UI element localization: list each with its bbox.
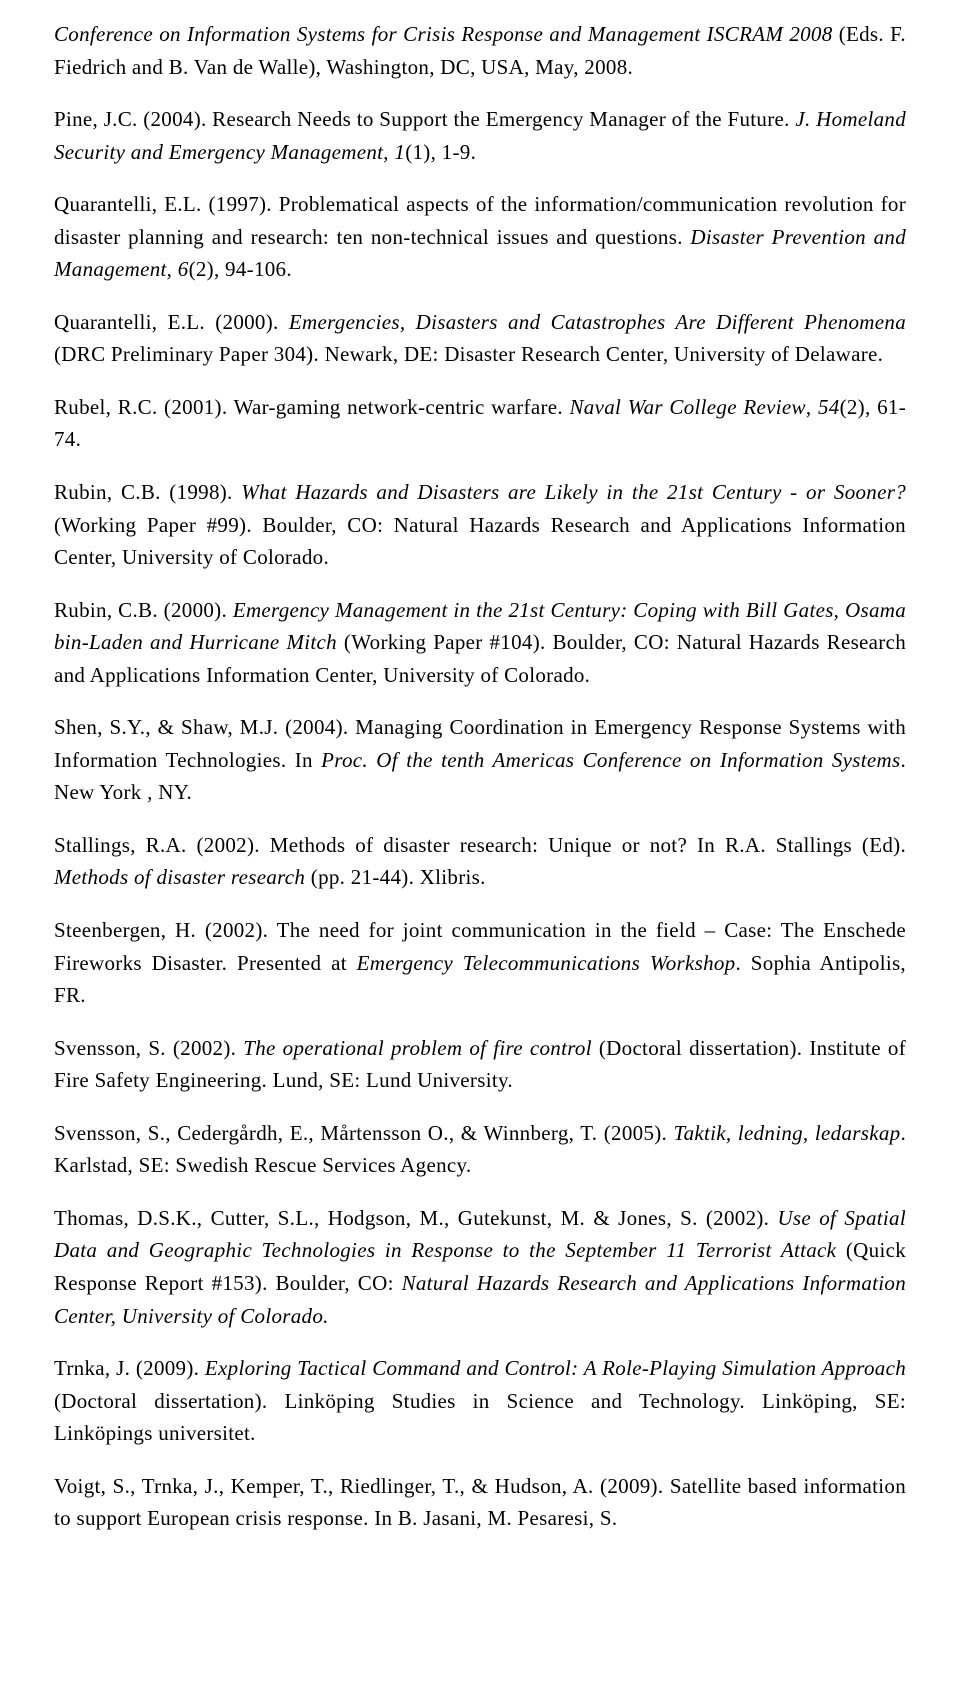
work-title: Emergencies, Disasters and Catastrophes …: [289, 310, 906, 334]
reference-entry: Quarantelli, E.L. (1997). Problematical …: [54, 188, 906, 286]
journal-title: Naval War College Review: [570, 395, 806, 419]
volume: 54: [818, 395, 840, 419]
ref-text: (pp. 21-44). Xlibris.: [305, 865, 485, 889]
reference-entry: Thomas, D.S.K., Cutter, S.L., Hodgson, M…: [54, 1202, 906, 1332]
ref-text: Pine, J.C. (2004). Research Needs to Sup…: [54, 107, 795, 131]
reference-entry: Voigt, S., Trnka, J., Kemper, T., Riedli…: [54, 1470, 906, 1535]
reference-entry: Quarantelli, E.L. (2000). Emergencies, D…: [54, 306, 906, 371]
ref-text: Svensson, S., Cedergårdh, E., Mårtensson…: [54, 1121, 674, 1145]
conference-title: Emergency Telecommunications Workshop: [357, 951, 736, 975]
reference-entry: Pine, J.C. (2004). Research Needs to Sup…: [54, 103, 906, 168]
ref-text: (Working Paper #99). Boulder, CO: Natura…: [54, 513, 906, 570]
ref-text: ,: [167, 257, 178, 281]
reference-entry: Rubin, C.B. (2000). Emergency Management…: [54, 594, 906, 692]
reference-entry: Svensson, S. (2002). The operational pro…: [54, 1032, 906, 1097]
ref-text: ,: [383, 140, 394, 164]
ref-text: Rubel, R.C. (2001). War-gaming network-c…: [54, 395, 570, 419]
reference-entry: Svensson, S., Cedergårdh, E., Mårtensson…: [54, 1117, 906, 1182]
ref-text: Thomas, D.S.K., Cutter, S.L., Hodgson, M…: [54, 1206, 777, 1230]
ref-text: Rubin, C.B. (1998).: [54, 480, 241, 504]
ref-text: Voigt, S., Trnka, J., Kemper, T., Riedli…: [54, 1474, 906, 1531]
work-title: What Hazards and Disasters are Likely in…: [241, 480, 906, 504]
ref-text: (1), 1-9.: [405, 140, 476, 164]
ref-text: (Doctoral dissertation). Linköping Studi…: [54, 1389, 906, 1446]
reference-entry: Rubel, R.C. (2001). War-gaming network-c…: [54, 391, 906, 456]
ref-text: (2), 94-106.: [189, 257, 292, 281]
reference-entry: Trnka, J. (2009). Exploring Tactical Com…: [54, 1352, 906, 1450]
reference-entry: Stallings, R.A. (2002). Methods of disas…: [54, 829, 906, 894]
ref-text: ,: [806, 395, 818, 419]
work-title: Exploring Tactical Command and Control: …: [205, 1356, 906, 1380]
ref-text: Quarantelli, E.L. (2000).: [54, 310, 289, 334]
reference-entry: Rubin, C.B. (1998). What Hazards and Dis…: [54, 476, 906, 574]
volume: 1: [394, 140, 405, 164]
reference-entry: Conference on Information Systems for Cr…: [54, 18, 906, 83]
volume: 6: [178, 257, 189, 281]
book-title: Taktik, ledning, ledarskap: [674, 1121, 901, 1145]
ref-text: Rubin, C.B. (2000).: [54, 598, 233, 622]
reference-entry: Shen, S.Y., & Shaw, M.J. (2004). Managin…: [54, 711, 906, 809]
ref-text: Stallings, R.A. (2002). Methods of disas…: [54, 833, 906, 857]
book-title: Methods of disaster research: [54, 865, 305, 889]
ref-text: Trnka, J. (2009).: [54, 1356, 205, 1380]
journal-title: Conference on Information Systems for Cr…: [54, 22, 833, 46]
reference-entry: Steenbergen, H. (2002). The need for joi…: [54, 914, 906, 1012]
proceedings-title: Proc. Of the tenth Americas Conference o…: [321, 748, 900, 772]
ref-text: Svensson, S. (2002).: [54, 1036, 243, 1060]
ref-text: (DRC Preliminary Paper 304). Newark, DE:…: [54, 342, 883, 366]
work-title: The operational problem of fire control: [243, 1036, 592, 1060]
